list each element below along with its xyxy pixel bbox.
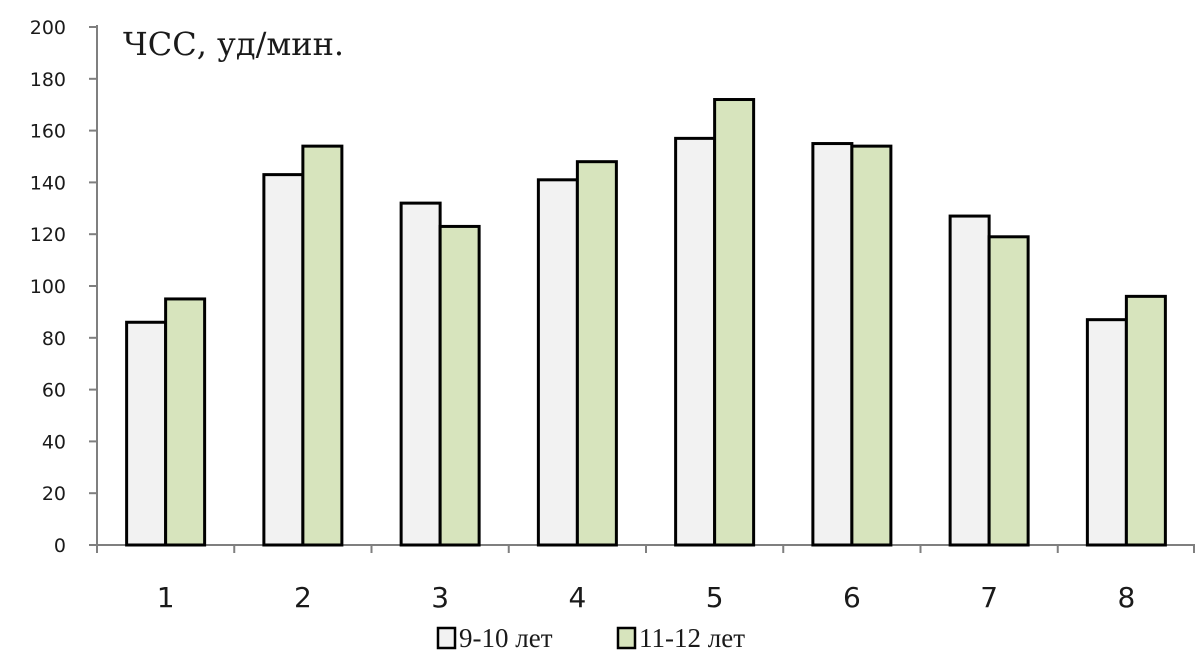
bar-series-2-cat-8 [1124,294,1167,547]
x-tick-label: 5 [706,581,724,614]
bar-series-2-cat-4 [575,160,618,547]
bar-series-2-cat-7 [987,235,1030,547]
x-tick-label: 7 [980,581,998,614]
bar-series-1-cat-2 [262,173,305,547]
chart-title: ЧСС, уд/мин. [123,25,344,63]
x-tick-label: 6 [843,581,861,614]
y-tick-label: 80 [42,328,66,350]
y-tick-label: 200 [30,17,66,39]
bar-series-2-cat-6 [850,144,893,547]
legend-label-9-10: 9-10 лет [459,623,553,653]
bar-series-1-cat-3 [399,201,442,547]
bar-series-1-cat-6 [811,142,854,547]
y-tick-label: 60 [42,380,66,402]
bars [125,98,1167,547]
y-tick-label: 120 [30,224,66,246]
y-tick-label: 180 [30,69,66,91]
y-tick-label: 20 [42,483,66,505]
bar-series-2-cat-2 [301,144,344,547]
bar-series-2-cat-3 [438,224,481,547]
y-tick-label: 160 [30,121,66,143]
y-tick-label: 100 [30,276,66,298]
bar-series-1-cat-5 [674,136,717,547]
tick-labels: 0 20 40 60 80 100 120 140 160 180 200 1 2 3 4 5 6 7 8 [30,17,1136,614]
x-tick-label: 3 [431,581,449,614]
legend: 9-10 лет 11-12 лет [436,623,745,653]
x-tick-label: 1 [157,581,175,614]
legend-swatch-9-10 [436,626,457,650]
x-tick-label: 8 [1117,581,1135,614]
bar-series-2-cat-1 [164,297,207,547]
bar-series-1-cat-7 [948,214,991,547]
y-tick-label: 0 [54,535,66,557]
bar-series-2-cat-5 [713,98,756,547]
bar-series-1-cat-1 [125,320,168,547]
bar-series-1-cat-4 [536,178,579,547]
x-tick-label: 2 [294,581,312,614]
x-tick-label: 4 [568,581,586,614]
y-tick-label: 140 [30,172,66,194]
legend-swatch-11-12 [616,626,637,650]
bar-series-1-cat-8 [1085,318,1128,547]
legend-label-11-12: 11-12 лет [639,623,745,653]
y-tick-label: 40 [42,431,66,453]
